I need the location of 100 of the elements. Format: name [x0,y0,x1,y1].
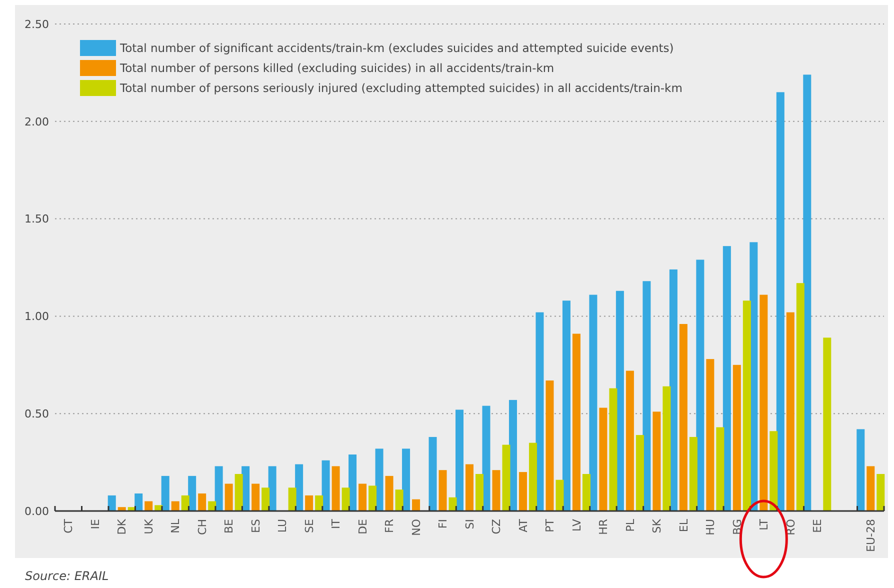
x-tick-label: LU [276,519,290,533]
bar [482,406,490,511]
bar [448,497,457,511]
bar [823,338,832,511]
bar [171,501,180,511]
x-tick-label: EL [677,518,690,532]
x-tick-label: SE [302,518,316,533]
bar [546,380,554,511]
bar [760,294,768,511]
x-tick-label: NO [410,518,423,536]
bar [786,312,794,511]
bar [582,474,590,511]
bar [876,474,885,511]
x-tick-label: HR [597,518,610,535]
bar [375,448,384,511]
bar [118,507,126,511]
bar [288,488,296,511]
source-note: Source: ERAIL [25,569,109,583]
bar [181,495,190,511]
bar [776,92,784,511]
x-tick-label: LT [758,518,771,530]
x-tick-label: SI [463,519,476,530]
bar [492,470,500,511]
bar [456,410,464,511]
bar [662,386,671,511]
x-tick-label: CT [62,518,76,534]
bar [322,460,330,511]
y-tick-label: 0.50 [24,407,49,420]
bar [305,495,314,511]
legend-label: Total number of persons seriously injured (excluding attempted suicides) in all accidents/train-km [119,81,682,96]
x-tick-label: AT [516,518,530,532]
bar [742,300,751,511]
bar [556,480,564,511]
bar [652,412,661,511]
bar [856,429,865,511]
x-tick-label: FI [436,519,450,529]
bar [224,484,233,511]
y-tick-label: 2.50 [24,18,49,31]
bar [689,436,698,511]
bar [796,283,804,511]
bar [134,493,143,511]
x-tick-label: FR [383,518,396,533]
bar [562,300,570,511]
bar [161,476,170,511]
bar [636,435,644,511]
bar [295,464,304,511]
bar [395,490,404,511]
bar [770,431,778,511]
y-tick-label: 0.00 [24,504,49,518]
bar [528,442,537,511]
bar [722,246,731,511]
bar [732,364,741,511]
bar [536,312,544,511]
bar [616,290,624,511]
bar [626,370,634,511]
x-tick-label: DK [116,518,129,535]
x-tick-label: HU [704,519,718,536]
bar [589,294,598,511]
x-tick-label: EU-28 [864,519,878,552]
x-tick-label: PT [544,518,557,532]
bar [866,466,875,511]
bar [572,334,580,511]
bar [368,486,377,511]
bar [508,400,517,511]
x-tick-label: BE [222,518,236,534]
bar [669,269,678,511]
bar [502,444,510,511]
bar [438,470,447,511]
y-tick-label: 1.50 [24,212,49,226]
y-tick-label: 2.00 [24,115,49,128]
y-tick-label: 1.00 [24,310,49,324]
bar [348,454,357,511]
x-tick-label: NL [169,518,182,534]
bar [518,472,527,511]
bar [332,466,340,511]
bar [198,493,206,511]
bar [358,484,367,511]
bar [385,476,394,511]
x-tick-label: ES [249,518,262,533]
bar [599,408,608,511]
bar [706,359,714,511]
bar [428,436,437,511]
bar [214,466,223,511]
x-tick-label: EE [810,518,824,533]
x-tick-label: UK [142,518,156,534]
x-tick-label: IT [330,518,343,529]
bar [679,324,688,511]
bar [315,495,324,511]
x-tick-label: IE [88,518,102,530]
bar [716,427,724,511]
bar [476,474,484,511]
bar [696,260,704,511]
x-tick-label: CZ [490,518,504,534]
bar [268,466,276,511]
bar [262,488,270,511]
bar [402,448,410,511]
bar [412,499,420,511]
legend-label: Total number of significant accidents/train-km (excludes suicides and attempted suicide events) [119,41,674,56]
bar [234,474,243,511]
x-tick-label: DE [356,518,370,534]
